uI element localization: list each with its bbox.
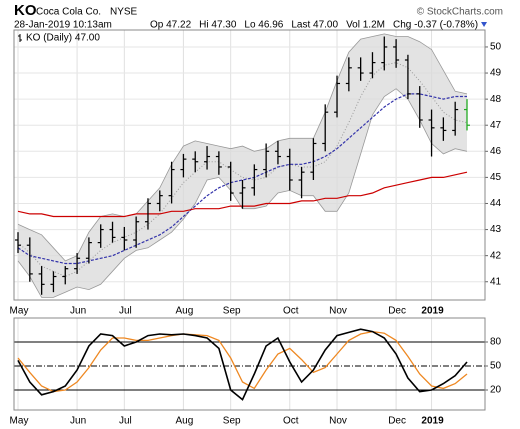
x-tick-label: Dec [388,416,406,427]
band-middle [17,62,468,278]
quote-item: Lo 46.96 [244,20,283,31]
quote-item: Last 47.00 [291,20,338,31]
panel-background [14,318,485,410]
x-tick-label: Jun [70,306,86,317]
y-tick-label: 45 [490,172,502,183]
timestamp: 28-Jan-2019 10:13am [14,20,112,31]
y-tick-label: 41 [490,276,502,287]
x-tick-label: Jul [119,306,132,317]
x-tick-label: Oct [283,416,299,427]
quote-item: Chg -0.37 (-0.78%) [393,20,478,31]
band-edge [17,33,468,262]
indicator-line [17,328,468,401]
x-tick-label: Nov [329,306,347,317]
x-tick-label: Aug [176,306,194,317]
y-tick-label: 42 [490,250,502,261]
y-tick-label: 80 [490,337,502,348]
quote-item: Op 47.22 [150,20,192,31]
y-tick-label: 50 [490,42,502,53]
y-tick-label: 49 [490,68,502,79]
x-tick-label: 2019 [421,416,444,427]
x-tick-label: May [10,306,29,317]
x-tick-label: Aug [176,416,194,427]
y-tick-label: 48 [490,94,502,105]
quote-item: Hi 47.30 [199,20,237,31]
y-tick-label: 44 [490,198,502,209]
x-tick-label: Nov [329,416,347,427]
quote-item: Vol 1.2M [346,20,385,31]
x-tick-label: Dec [388,306,406,317]
legend-label: KO (Daily) 47.00 [26,33,100,44]
bollinger-band [18,33,467,298]
panel-border [13,29,486,301]
x-tick-label: May [10,416,29,427]
legend-icon [18,34,22,42]
y-tick-label: 20 [490,385,502,396]
panel-border [13,317,486,411]
copyright: © StockCharts.com [417,7,503,18]
x-tick-label: 2019 [421,306,444,317]
change-icon [481,22,488,27]
company-name: Coca Cola Co. [36,7,101,18]
y-tick-label: 47 [490,120,502,131]
x-tick-label: Sep [223,306,241,317]
symbol: KO [14,2,37,19]
x-tick-label: Jun [70,416,86,427]
y-tick-label: 50 [490,361,502,372]
x-tick-label: Oct [283,306,299,317]
x-tick-label: Jul [119,416,132,427]
band-edge [17,88,468,298]
x-tick-label: Sep [223,416,241,427]
moving-average [17,93,467,265]
indicator-line [17,330,468,393]
y-tick-label: 43 [490,224,502,235]
y-tick-label: 46 [490,146,502,157]
exchange: NYSE [110,7,138,18]
